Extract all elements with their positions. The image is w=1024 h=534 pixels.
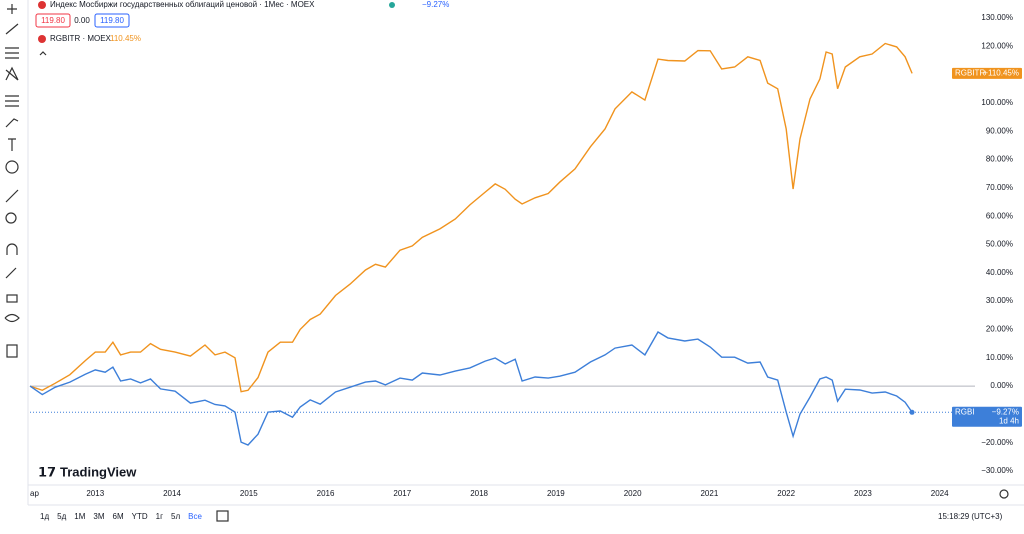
price-badge — [952, 67, 1022, 79]
badge-value: −9.27% — [992, 407, 1019, 416]
range-button[interactable]: 1д — [40, 512, 49, 521]
price-bid: 119.80 — [41, 16, 65, 25]
range-button[interactable]: 3М — [93, 512, 104, 521]
y-tick-label: 100.00% — [981, 98, 1013, 107]
x-tick-label: 2017 — [393, 489, 411, 498]
legend-name: RGBITR · MOEX — [50, 34, 112, 43]
range-button[interactable]: Все — [188, 512, 202, 521]
date-range-icon[interactable] — [216, 510, 229, 522]
y-tick-label: 120.00% — [981, 41, 1013, 50]
x-tick-label: 2019 — [547, 489, 565, 498]
y-tick-label: 10.00% — [986, 353, 1013, 362]
y-tick-label: 40.00% — [986, 268, 1013, 277]
y-tick-label: 30.00% — [986, 296, 1013, 305]
x-tick-label: 2014 — [163, 489, 181, 498]
range-button[interactable]: 6М — [113, 512, 124, 521]
badge-timer: 1d 4h — [999, 416, 1019, 425]
last-point — [909, 409, 915, 415]
collapse-icon[interactable] — [39, 51, 47, 56]
range-button[interactable]: 1М — [74, 512, 85, 521]
series-line — [29, 331, 913, 446]
x-tick-label: 2024 — [931, 489, 949, 498]
header-change: −9.27% — [422, 0, 449, 9]
settings-icon[interactable] — [999, 489, 1009, 499]
badge-name: RGBI — [955, 407, 975, 416]
y-tick-label: −20.00% — [981, 438, 1013, 447]
range-button[interactable]: 5д — [57, 512, 66, 521]
flag — [38, 35, 46, 43]
y-tick-label: 20.00% — [986, 325, 1013, 334]
logo: TradingView — [60, 464, 137, 479]
y-tick-label: 80.00% — [986, 155, 1013, 164]
range-button[interactable]: 5л — [171, 512, 180, 521]
x-start-label: ар — [30, 489, 39, 498]
x-tick-label: 2020 — [624, 489, 642, 498]
logo-mark: 𝟭𝟳 — [38, 464, 56, 479]
tool-icons[interactable] — [4, 4, 20, 358]
clock: 15:18:29 (UTC+3) — [938, 512, 1003, 521]
x-tick-label: 2018 — [470, 489, 488, 498]
price-spread: 0.00 — [74, 16, 90, 25]
drawing-toolbar — [4, 0, 29, 505]
series-line — [29, 42, 913, 393]
y-tick-label: 90.00% — [986, 126, 1013, 135]
x-tick-label: 2022 — [777, 489, 795, 498]
buy-box[interactable] — [94, 13, 130, 28]
y-tick-label: 130.00% — [981, 13, 1013, 22]
y-tick-label: 50.00% — [986, 240, 1013, 249]
badge-name: RGBITR — [955, 68, 985, 77]
flag — [38, 1, 46, 9]
y-tick-label: −30.00% — [981, 466, 1013, 475]
x-tick-label: 2013 — [86, 489, 104, 498]
status-dot — [389, 2, 395, 8]
x-tick-label: 2021 — [700, 489, 718, 498]
x-tick-label: 2016 — [317, 489, 335, 498]
price-badge — [952, 406, 1022, 427]
y-tick-label: 0.00% — [990, 381, 1013, 390]
y-tick-label: 70.00% — [986, 183, 1013, 192]
price-ask: 119.80 — [100, 16, 124, 25]
header-title: Индекс Мосбиржи государственных облигаци… — [50, 0, 315, 9]
x-tick-label: 2023 — [854, 489, 872, 498]
range-button[interactable]: 1г — [156, 512, 163, 521]
range-button[interactable]: YTD — [132, 512, 148, 521]
x-tick-label: 2015 — [240, 489, 258, 498]
y-tick-label: 60.00% — [986, 211, 1013, 220]
badge-value: +110.45% — [983, 68, 1019, 77]
legend-value: 110.45% — [110, 34, 141, 43]
sell-box[interactable] — [35, 13, 71, 28]
